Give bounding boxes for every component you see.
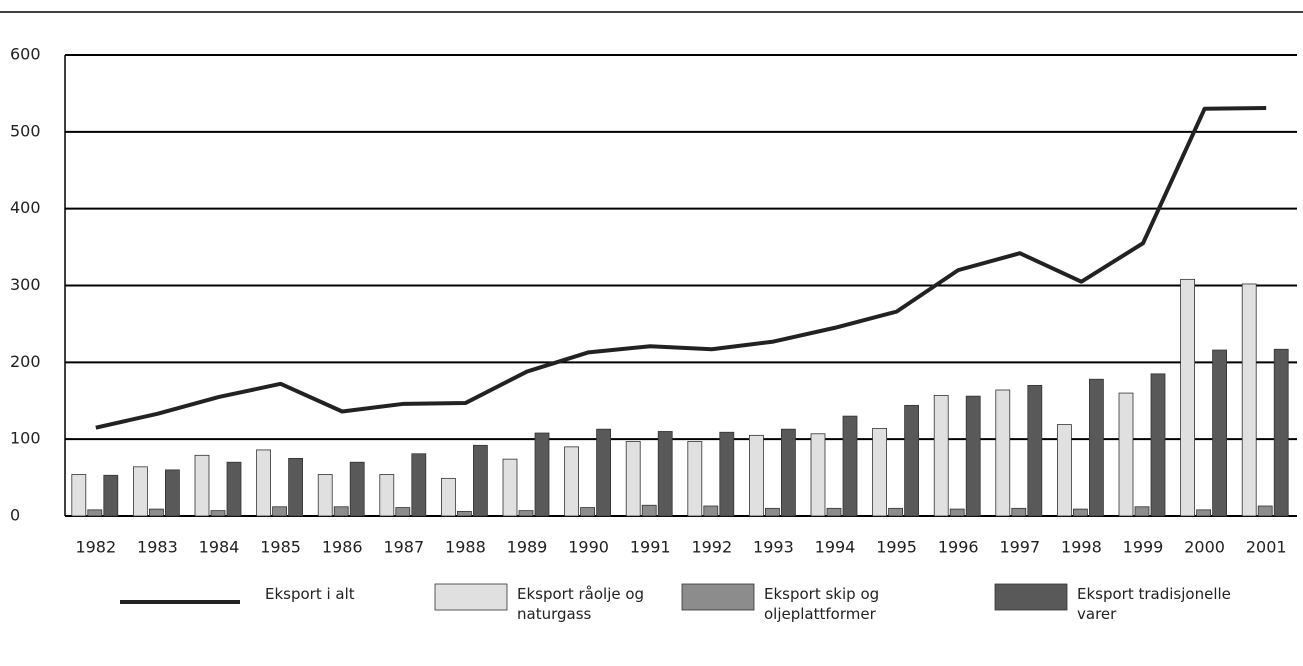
legend-label: Eksport råolje og naturgass <box>517 585 645 623</box>
bar <box>148 508 164 517</box>
bar <box>379 474 395 517</box>
bar <box>965 395 981 517</box>
bar <box>1273 348 1289 517</box>
bar <box>1073 508 1088 517</box>
bar <box>625 441 641 517</box>
bar <box>164 469 180 517</box>
bar <box>440 477 456 517</box>
bar <box>317 474 333 517</box>
bar <box>596 428 611 517</box>
bar <box>333 506 349 517</box>
bar <box>1150 373 1166 517</box>
bar <box>719 431 735 517</box>
bar <box>703 505 719 517</box>
x-tick-label: 1997 <box>999 538 1040 557</box>
bar <box>534 432 550 517</box>
bar <box>888 507 903 517</box>
bar <box>781 428 796 517</box>
bar <box>1241 283 1257 517</box>
x-tick-label: 1987 <box>383 538 424 557</box>
bar <box>194 454 210 517</box>
line <box>95 106 1267 430</box>
x-tick-label: 1990 <box>568 538 609 557</box>
x-tick-label: 2000 <box>1184 538 1225 557</box>
bar <box>765 507 780 517</box>
y-tick-label: 600 <box>10 45 41 64</box>
bar <box>411 453 427 517</box>
y-tick-label: 0 <box>10 506 20 525</box>
bar <box>810 433 826 517</box>
bar <box>210 510 226 517</box>
x-tick-label: 2001 <box>1246 538 1287 557</box>
legend-swatch <box>434 583 508 611</box>
bar <box>132 466 148 517</box>
bar <box>518 510 534 517</box>
legend-label: Eksport skip og oljeplattformer <box>764 585 880 623</box>
bar <box>842 415 858 517</box>
bar <box>1257 505 1273 517</box>
bar <box>904 404 919 517</box>
bar <box>272 506 288 517</box>
bar <box>580 507 595 517</box>
bar <box>949 508 965 517</box>
y-tick-label: 500 <box>10 121 41 140</box>
bar <box>826 507 842 517</box>
bar <box>995 389 1011 517</box>
bar <box>687 441 703 517</box>
x-tick-label: 1994 <box>815 538 856 557</box>
x-tick-label: 1999 <box>1123 538 1164 557</box>
x-tick-label: 1996 <box>938 538 979 557</box>
legend-swatch <box>994 583 1068 611</box>
bar <box>1196 509 1211 517</box>
bar <box>1212 349 1227 517</box>
bar <box>1180 278 1195 517</box>
bar <box>71 474 87 517</box>
bar <box>1027 384 1043 517</box>
x-tick-label: 1993 <box>753 538 794 557</box>
legend-label: Eksport i alt <box>265 585 355 603</box>
bar <box>502 458 518 517</box>
x-tick-label: 1986 <box>322 538 363 557</box>
bar <box>288 457 304 517</box>
bar <box>1057 424 1072 517</box>
bar <box>872 428 887 517</box>
x-tick-label: 1995 <box>876 538 917 557</box>
bar <box>87 509 103 517</box>
bar <box>564 446 579 517</box>
bar <box>256 449 272 517</box>
bar <box>749 434 764 517</box>
x-tick-label: 1998 <box>1061 538 1102 557</box>
bar <box>1118 392 1134 517</box>
legend-label: Eksport tradisjonelle varer <box>1077 585 1231 623</box>
bar <box>933 394 949 517</box>
bar <box>226 461 242 517</box>
x-tick-label: 1988 <box>445 538 486 557</box>
y-tick-label: 200 <box>10 352 41 371</box>
bar <box>456 510 472 517</box>
legend-swatch <box>681 583 755 611</box>
bar <box>1134 506 1150 517</box>
bar <box>1089 378 1104 517</box>
bar <box>395 507 411 517</box>
bar <box>641 504 657 517</box>
x-tick-label: 1984 <box>199 538 240 557</box>
bar <box>1011 507 1027 517</box>
y-tick-label: 100 <box>10 429 41 448</box>
x-tick-label: 1982 <box>75 538 116 557</box>
y-tick-label: 400 <box>10 198 41 217</box>
bar <box>657 431 673 517</box>
x-tick-label: 1985 <box>260 538 301 557</box>
bar <box>103 474 119 517</box>
bar <box>349 461 365 517</box>
x-tick-label: 1992 <box>691 538 732 557</box>
x-tick-label: 1991 <box>630 538 671 557</box>
y-tick-label: 300 <box>10 275 41 294</box>
x-tick-label: 1983 <box>137 538 178 557</box>
x-tick-label: 1989 <box>507 538 548 557</box>
bar <box>472 444 488 517</box>
